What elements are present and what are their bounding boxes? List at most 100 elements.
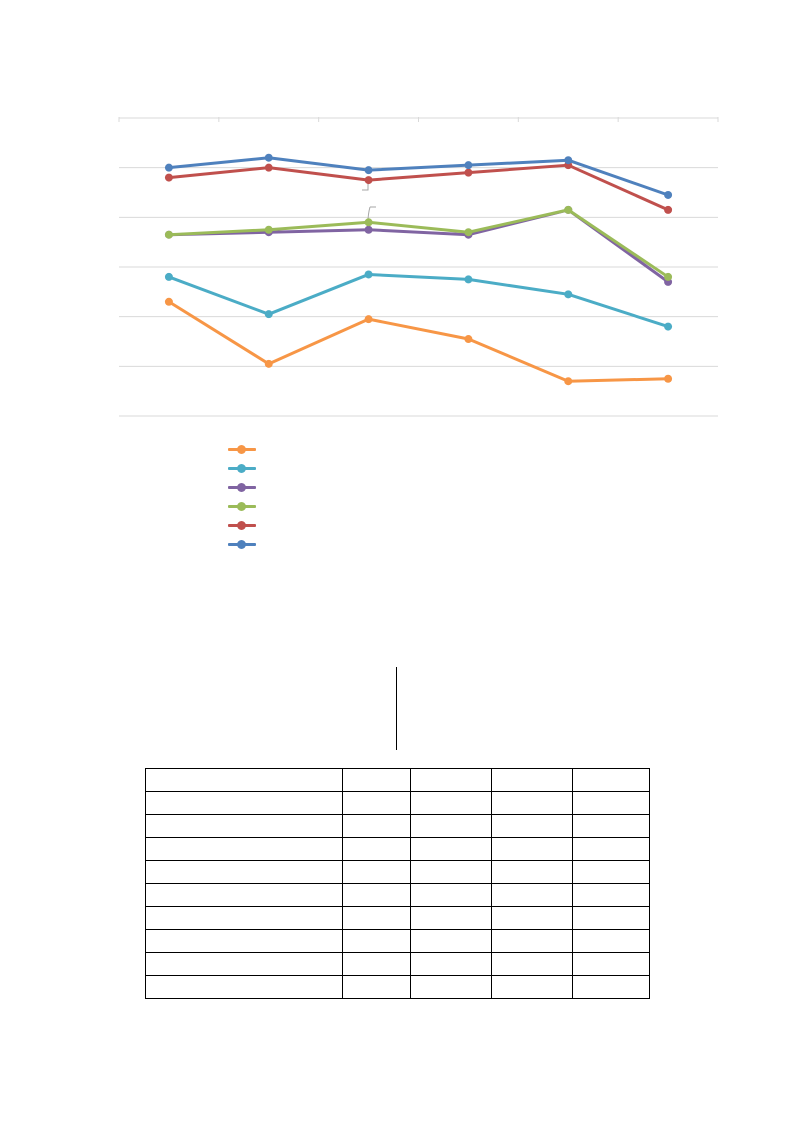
- data-point: [264, 153, 273, 162]
- table-cell: [342, 883, 411, 907]
- table-cell: [491, 952, 573, 976]
- data-point: [664, 322, 673, 331]
- table-cell: [410, 975, 492, 999]
- legend-dot-marker: [237, 521, 246, 530]
- table-cell: [491, 975, 573, 999]
- legend-dot-marker: [237, 445, 246, 454]
- table-row: [145, 929, 650, 953]
- series-line: [167, 208, 670, 284]
- table-cell: [145, 837, 343, 861]
- legend-entry: [228, 442, 258, 456]
- legend-entry: [228, 537, 258, 551]
- table-cell: [572, 906, 650, 930]
- series-line: [167, 208, 670, 279]
- table-cell: [145, 768, 343, 792]
- data-point: [164, 272, 173, 281]
- data-point: [364, 218, 373, 227]
- table-cell: [145, 975, 343, 999]
- table-cell: [342, 952, 411, 976]
- table-cell: [572, 975, 650, 999]
- table-cell: [491, 860, 573, 884]
- table-cell: [410, 791, 492, 815]
- table-row: [145, 975, 650, 999]
- legend-dot-marker: [237, 540, 246, 549]
- table-row: [145, 814, 650, 838]
- legend-entry: [228, 499, 258, 513]
- legend-dot-marker: [237, 483, 246, 492]
- data-point: [464, 335, 473, 344]
- data-point: [264, 163, 273, 172]
- table-row: [145, 883, 650, 907]
- data-point: [364, 315, 373, 324]
- table-cell: [410, 860, 492, 884]
- data-point: [664, 374, 673, 383]
- data-point: [564, 290, 573, 299]
- table-cell: [145, 906, 343, 930]
- table-cell: [145, 952, 343, 976]
- table-cell: [342, 860, 411, 884]
- table-cell: [491, 906, 573, 930]
- data-point: [264, 225, 273, 234]
- data-point: [264, 359, 273, 368]
- table-cell: [491, 883, 573, 907]
- table-cell: [342, 837, 411, 861]
- table-cell: [572, 883, 650, 907]
- table-cell: [572, 814, 650, 838]
- series-line: [167, 272, 670, 329]
- data-point: [464, 275, 473, 284]
- table-cell: [342, 791, 411, 815]
- data-point: [364, 225, 373, 234]
- table-cell: [145, 860, 343, 884]
- table-cell: [342, 929, 411, 953]
- table-cell: [491, 814, 573, 838]
- table-cell: [342, 814, 411, 838]
- table-cell: [410, 837, 492, 861]
- table-cell: [410, 883, 492, 907]
- data-point: [164, 173, 173, 182]
- table-cell: [572, 860, 650, 884]
- table-cell: [410, 952, 492, 976]
- table-cell: [572, 768, 650, 792]
- series-line: [167, 156, 670, 197]
- data-point: [364, 166, 373, 175]
- data-point: [464, 228, 473, 237]
- table-cell: [491, 929, 573, 953]
- table-cell: [410, 929, 492, 953]
- table-cell: [145, 814, 343, 838]
- table-cell: [410, 906, 492, 930]
- vertical-divider: [396, 667, 397, 750]
- data-point: [464, 161, 473, 170]
- line-chart: [118, 117, 719, 417]
- table-cell: [491, 791, 573, 815]
- table-cell: [342, 975, 411, 999]
- table-cell: [572, 837, 650, 861]
- data-point: [464, 168, 473, 177]
- table-cell: [145, 791, 343, 815]
- table-cell: [145, 929, 343, 953]
- data-point: [664, 272, 673, 281]
- legend-entry: [228, 480, 258, 494]
- legend-dot-marker: [237, 464, 246, 473]
- data-point: [564, 377, 573, 386]
- data-point: [264, 310, 273, 319]
- series-line: [167, 163, 670, 212]
- table-cell: [491, 768, 573, 792]
- data-point: [664, 205, 673, 214]
- table-row: [145, 768, 650, 792]
- table-row: [145, 860, 650, 884]
- table-row: [145, 952, 650, 976]
- legend-entry: [228, 518, 258, 532]
- data-point: [164, 230, 173, 239]
- table-row: [145, 837, 650, 861]
- table-cell: [572, 791, 650, 815]
- table-cell: [572, 929, 650, 953]
- legend-entry: [228, 461, 258, 475]
- table-row: [145, 791, 650, 815]
- table-cell: [145, 883, 343, 907]
- table-cell: [572, 952, 650, 976]
- legend-dot-marker: [237, 502, 246, 511]
- data-point: [564, 205, 573, 214]
- data-point: [364, 176, 373, 185]
- data-point: [564, 156, 573, 165]
- data-point: [364, 270, 373, 279]
